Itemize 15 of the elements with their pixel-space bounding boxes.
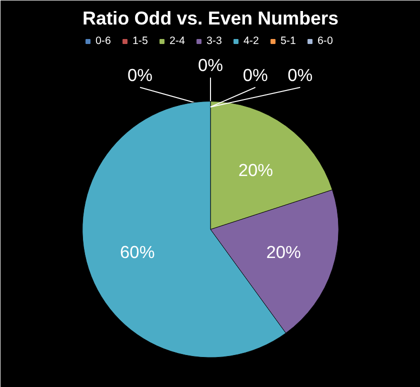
text: 0% [128,64,153,85]
legend-label: 5-1 [280,35,297,47]
text: 0% [288,64,313,85]
legend-label: 3-3 [206,35,223,47]
legend-label: 0-6 [96,35,112,47]
data-label: 60% [120,242,155,262]
legend-label: 6-0 [318,35,334,47]
legend-label: 2-4 [170,35,186,47]
legend-label: 1-5 [132,35,149,47]
text: 0% [198,55,224,76]
chart-title: Ratio Odd vs. Even Numbers [82,8,339,28]
data-label: 20% [238,160,274,180]
legend-label: 4-2 [244,35,260,47]
data-label: 20% [266,242,301,262]
text: 0% [242,64,268,85]
